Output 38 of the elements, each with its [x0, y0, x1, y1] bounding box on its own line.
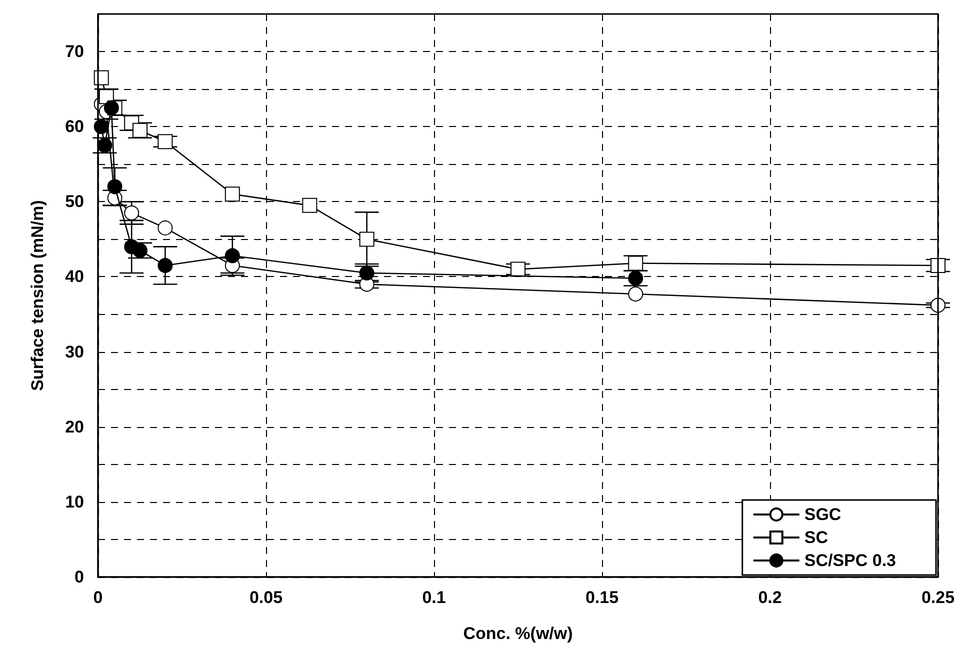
- x-tick-label: 0: [93, 588, 103, 607]
- point: [97, 138, 112, 153]
- y-axis-title: Surface tension (mN/m): [28, 200, 47, 391]
- point: [107, 179, 122, 194]
- y-tick-label: 10: [65, 492, 84, 512]
- x-tick-label: 0.25: [921, 588, 955, 607]
- point: [302, 198, 318, 213]
- y-tick-label: 50: [65, 192, 84, 212]
- point: [94, 70, 109, 86]
- x-tick-label: 0.05: [249, 588, 283, 607]
- point: [158, 134, 173, 150]
- legend-label: SC: [804, 528, 828, 547]
- point: [94, 119, 109, 134]
- point: [930, 258, 946, 273]
- point: [132, 122, 148, 138]
- y-tick-label: 70: [65, 42, 84, 62]
- point: [132, 242, 148, 258]
- point: [224, 248, 240, 264]
- point: [224, 186, 240, 202]
- point: [124, 205, 140, 220]
- x-tick-label: 0.15: [585, 588, 619, 607]
- point: [628, 270, 644, 286]
- point: [158, 258, 173, 273]
- x-tick-label: 0.1: [422, 588, 446, 607]
- y-tick-label: 0: [74, 568, 84, 586]
- x-axis-title: Conc. %(w/w): [463, 624, 573, 643]
- y-tick-label: 60: [65, 117, 84, 136]
- point: [930, 298, 946, 313]
- y-tick-label: 40: [65, 267, 84, 286]
- point: [359, 232, 374, 247]
- point: [628, 256, 644, 271]
- legend-label: SC/SPC 0.3: [804, 551, 896, 570]
- point: [510, 262, 526, 277]
- y-tick-label: 20: [65, 417, 84, 436]
- y-tick-label: 30: [65, 342, 84, 362]
- x-tick-label: 0.2: [758, 588, 782, 607]
- legend-label: SGC: [804, 505, 842, 524]
- point: [628, 286, 644, 302]
